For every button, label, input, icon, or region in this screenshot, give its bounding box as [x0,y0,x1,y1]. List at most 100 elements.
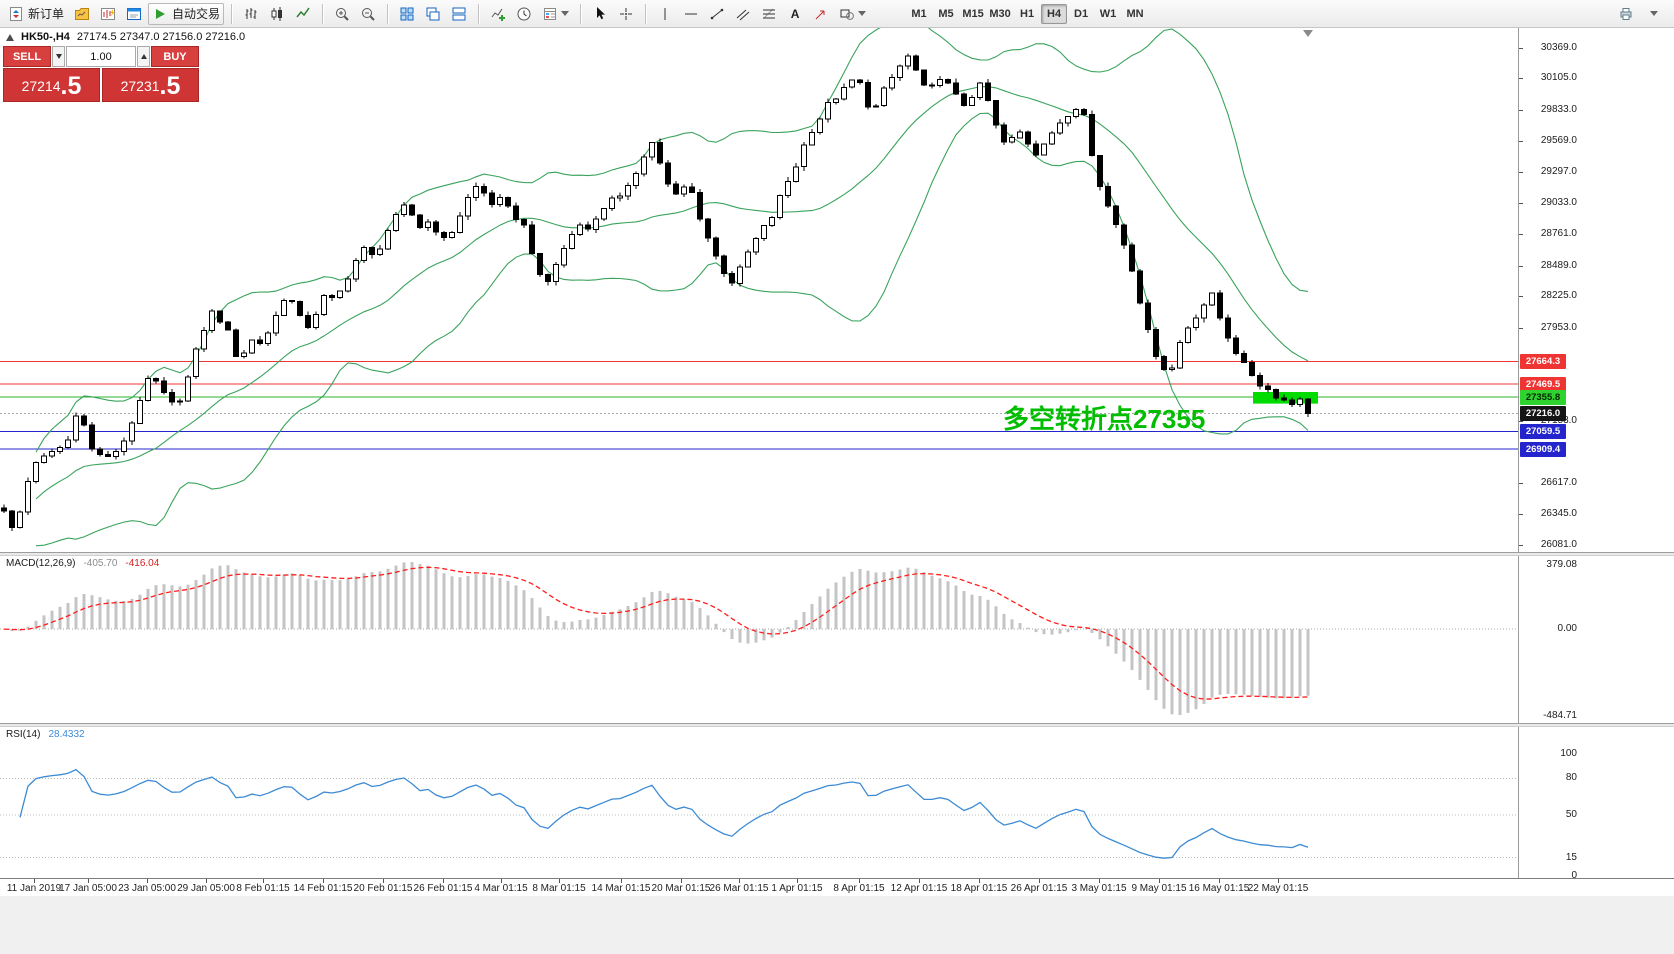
trendline-icon [710,8,724,19]
macd-value: -405.70 [83,558,118,569]
price-axis-tick [1519,545,1523,546]
cascade-windows-button[interactable] [421,3,445,25]
text-tool-icon: A [790,6,800,21]
macd-axis-min: -484.71 [1543,710,1577,721]
rsi-axis-label: 0 [1571,870,1577,881]
candles [1,53,1311,531]
profiles-button[interactable] [70,3,94,25]
volume-decrease-button[interactable] [52,46,65,67]
equidistant-channel-icon [736,9,750,20]
time-label: 8 Mar 01:15 [532,883,586,894]
timeframe-m30[interactable]: M30 [989,7,1011,20]
timeframe-group: M1 M5 M15 M30 H1 H4 D1 W1 MN [906,3,1148,24]
indicators-button[interactable] [486,3,510,25]
time-tick [621,879,622,883]
toolbar-separator [387,3,389,24]
panel-separator-macd[interactable] [0,552,1674,556]
timeframe-mn[interactable]: MN [1126,7,1144,20]
buy-price-panel[interactable]: 27231.5 [102,68,199,102]
sell-button[interactable]: SELL [3,46,51,67]
price-tag: 26909.4 [1520,442,1566,457]
rsi-canvas[interactable] [0,727,1518,878]
price-axis-label: 29297.0 [1540,166,1577,177]
new-order-button[interactable]: 新订单 [4,3,68,25]
crosshair-button[interactable] [614,3,638,25]
shapes-tool-icon [840,9,854,20]
cursor-button[interactable] [588,3,612,25]
volume-decrease-icon [55,54,62,59]
fibonacci-icon [763,8,776,18]
timeframe-m1[interactable]: M1 [911,7,927,20]
one-click-collapse-icon[interactable] [6,33,14,41]
tile-windows-button[interactable] [395,3,419,25]
time-label: 22 May 01:15 [1247,883,1309,894]
text-tool-button[interactable]: A [783,3,807,25]
trendline-tool-button[interactable] [705,3,729,25]
channel-tool-button[interactable] [731,3,755,25]
autotrade-play-icon [156,8,166,19]
volume-increase-button[interactable] [137,46,150,67]
candlestick-chart-button[interactable] [265,3,289,25]
volume-input[interactable]: 1.00 [66,46,136,67]
new-chart-button[interactable] [96,3,120,25]
toolbar-separator [231,3,233,24]
periods-button[interactable] [512,3,536,25]
timeframe-d1[interactable]: D1 [1074,7,1089,20]
bollinger-upper-band [35,28,1309,453]
line-chart-button[interactable] [291,3,315,25]
price-axis-label: 29833.0 [1540,104,1577,115]
price-axis-label: 29569.0 [1540,135,1577,146]
buy-button[interactable]: BUY [151,46,199,67]
chart-annotation-text[interactable]: 多空转折点27355 [1003,404,1206,434]
time-label: 11 Jan 2019 [6,883,62,894]
bar-chart-button[interactable] [239,3,263,25]
timeframe-m5[interactable]: M5 [938,7,954,20]
price-axis-tick [1519,421,1523,422]
data-window-button[interactable] [122,3,146,25]
time-label: 18 Apr 01:15 [950,883,1008,894]
time-tick [1219,879,1220,883]
macd-canvas[interactable] [0,556,1518,723]
timeframe-w1[interactable]: W1 [1099,7,1117,20]
horizontal-line-tool-button[interactable] [679,3,703,25]
shapes-tool-button[interactable] [835,3,870,25]
time-tick [501,879,502,883]
chart-shift-marker[interactable] [1303,30,1313,37]
zoom-in-button[interactable] [330,3,354,25]
zoom-in-icon [336,7,349,21]
print-button[interactable] [1614,3,1638,25]
arrange-windows-button[interactable] [447,3,471,25]
volume-increase-icon [140,54,147,59]
macd-signal-value: -416.04 [125,558,160,569]
price-axis[interactable]: 30369.0 30105.0 29833.0 29569.0 29297.0 29033… [1518,28,1674,881]
time-tick [443,879,444,883]
bollinger-lower-band [35,112,1309,547]
crosshair-icon [620,7,633,20]
fibonacci-tool-button[interactable] [757,3,781,25]
timeframe-h1[interactable]: H1 [1020,7,1035,20]
zoom-out-button[interactable] [356,3,380,25]
timeframe-h4[interactable]: H4 [1041,3,1068,24]
autotrade-button[interactable]: 自动交易 [148,2,225,25]
macd-axis-zero: 0.00 [1557,623,1577,634]
bollinger-middle-band [35,86,1309,500]
time-label: 23 Jan 05:00 [118,883,176,894]
templates-button[interactable] [538,3,573,25]
price-axis-label: 28225.0 [1540,290,1577,301]
panel-separator-rsi[interactable] [0,723,1674,727]
price-axis-tick [1519,141,1523,142]
arrow-tool-button[interactable] [809,3,833,25]
arrange-windows-icon [452,7,466,20]
time-label: 12 Apr 01:15 [890,883,948,894]
time-tick [1159,879,1160,883]
time-axis[interactable]: 11 Jan 2019 17 Jan 05:00 23 Jan 05:00 29 Ja… [0,878,1674,896]
sell-price-panel[interactable]: 27214.5 [3,68,100,102]
toolbar-overflow-button[interactable] [1642,3,1666,25]
vertical-line-tool-button[interactable] [653,3,677,25]
price-axis-label: 26617.0 [1540,477,1577,488]
main-chart-canvas[interactable] [0,28,1518,552]
periods-clock-icon [517,7,531,20]
timeframe-m15[interactable]: M15 [962,7,984,20]
rsi-axis-label: 100 [1560,748,1577,759]
ohlc-values: 27174.5 27347.0 27156.0 27216.0 [76,31,246,43]
